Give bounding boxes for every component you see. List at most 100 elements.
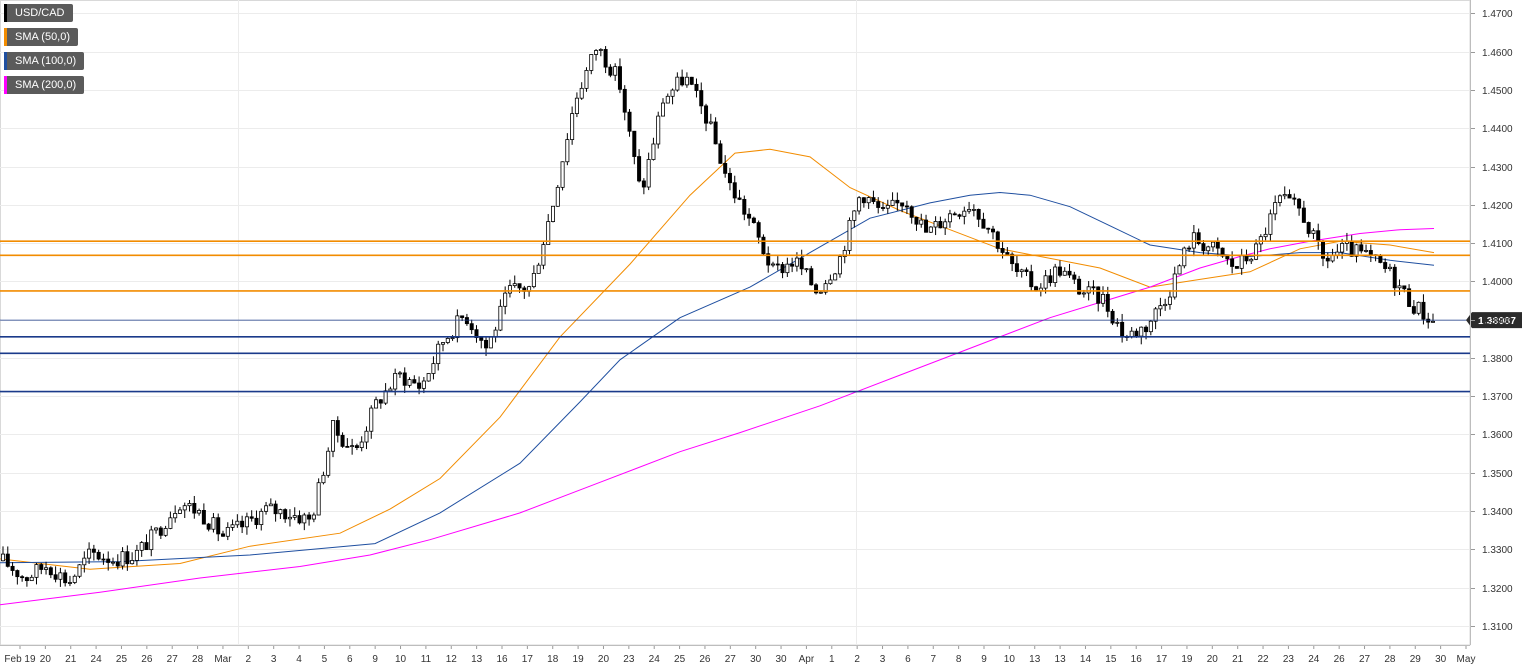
candle-body xyxy=(0,553,6,562)
candle-body xyxy=(617,66,622,90)
candle-body xyxy=(952,213,957,216)
candle-body xyxy=(689,76,694,85)
candle-body xyxy=(1234,266,1239,269)
candle-body xyxy=(1043,275,1048,289)
x-tick-label: 2 xyxy=(246,654,252,665)
candle-body xyxy=(484,339,489,349)
x-tick-label: 11 xyxy=(421,654,432,665)
legend-usdcad[interactable]: USD/CAD xyxy=(4,4,73,22)
candle-body xyxy=(201,510,206,525)
legend-sma-50[interactable]: SMA (50,0) xyxy=(4,28,79,46)
candle-body xyxy=(1287,194,1292,199)
candle-body xyxy=(995,231,1000,249)
candle-body xyxy=(369,407,374,432)
candle-body xyxy=(900,202,905,207)
candle-body xyxy=(742,198,747,215)
x-tick-label: 5 xyxy=(322,654,328,665)
candle-body xyxy=(1215,241,1220,249)
candle-body xyxy=(244,516,249,528)
candle-body xyxy=(570,113,575,140)
candle-body xyxy=(111,561,116,564)
candle-body xyxy=(976,208,981,220)
candle-body xyxy=(723,162,728,174)
candle-body xyxy=(87,548,92,559)
candle-body xyxy=(1311,230,1316,234)
last-price-label: 1.38987 xyxy=(1478,315,1516,327)
x-tick-label: 26 xyxy=(141,654,153,665)
candle-body xyxy=(455,315,460,339)
x-tick-label: 20 xyxy=(598,654,610,665)
candle-body xyxy=(445,337,450,343)
x-tick-label: 28 xyxy=(192,654,204,665)
candle-body xyxy=(283,509,288,520)
candle-body xyxy=(5,553,10,567)
candle-body xyxy=(799,257,804,270)
candle-body xyxy=(574,97,579,114)
candle-body xyxy=(1239,255,1244,269)
candle-body xyxy=(292,515,297,518)
candle-body xyxy=(101,558,106,561)
candle-body xyxy=(1306,222,1311,234)
candle-body xyxy=(904,205,909,208)
candle-body xyxy=(364,430,369,443)
candle-body xyxy=(1416,301,1421,314)
x-tick-label: 25 xyxy=(116,654,128,665)
candle-body xyxy=(665,95,670,104)
candle-body xyxy=(440,342,445,345)
candle-body xyxy=(264,505,269,512)
candle-body xyxy=(637,156,642,182)
candle-body xyxy=(1096,286,1101,304)
candle-body xyxy=(1081,292,1086,295)
candle-body xyxy=(1187,247,1192,250)
x-tick-label: 3 xyxy=(880,654,886,665)
candle-body xyxy=(397,372,402,375)
candle-body xyxy=(670,89,675,97)
y-tick-label: 1.3500 xyxy=(1482,469,1513,480)
candle-body xyxy=(345,445,350,448)
legend-swatch xyxy=(4,28,7,46)
candle-body xyxy=(187,502,192,507)
candle-body xyxy=(804,268,809,271)
x-tick-label: 23 xyxy=(623,654,635,665)
sma-lines xyxy=(0,148,1435,606)
x-tick-label: 19 xyxy=(573,654,585,665)
candle-body xyxy=(947,213,952,223)
candle-body xyxy=(713,121,718,145)
candle-body xyxy=(1392,266,1397,289)
y-tick-label: 1.3800 xyxy=(1482,354,1513,365)
candle-body xyxy=(555,186,560,207)
time-axis: Feb 19 20 21 24 25 26 27 28 Mar 2 3 4 5 6 9 10 11 12 13 16 1… xyxy=(0,645,1475,665)
x-tick-label: 13 xyxy=(1029,654,1041,665)
candle-body xyxy=(82,557,87,566)
legend-sma-100[interactable]: SMA (100,0) xyxy=(4,52,85,70)
candle-body xyxy=(464,317,469,325)
candle-body xyxy=(1019,269,1024,273)
candle-body xyxy=(1134,330,1139,337)
legend-sma-200[interactable]: SMA (200,0) xyxy=(4,76,85,94)
candle-body xyxy=(914,216,919,225)
candle-body xyxy=(39,564,44,570)
candle-body xyxy=(1330,255,1335,262)
candle-body xyxy=(1201,243,1206,252)
candle-body xyxy=(1292,197,1297,200)
candle-body xyxy=(1421,301,1426,320)
candle-body xyxy=(378,399,383,404)
candle-body xyxy=(1120,321,1125,337)
candle-body xyxy=(1282,194,1287,197)
x-tick-label: 8 xyxy=(956,654,962,665)
x-tick-label: 9 xyxy=(981,654,987,665)
candle-body xyxy=(235,520,240,526)
x-tick-label: 3 xyxy=(271,654,277,665)
candle-body xyxy=(1010,253,1015,265)
candle-body xyxy=(732,182,737,199)
candle-body xyxy=(1062,270,1067,276)
candle-body xyxy=(598,49,603,51)
candle-body xyxy=(1297,198,1302,209)
candle-body xyxy=(417,382,422,389)
candle-body xyxy=(737,197,742,200)
candle-body xyxy=(460,315,465,318)
candle-body xyxy=(632,130,637,157)
x-tick-label: 16 xyxy=(1131,654,1143,665)
candle-body xyxy=(67,582,72,584)
candle-body xyxy=(182,505,187,511)
